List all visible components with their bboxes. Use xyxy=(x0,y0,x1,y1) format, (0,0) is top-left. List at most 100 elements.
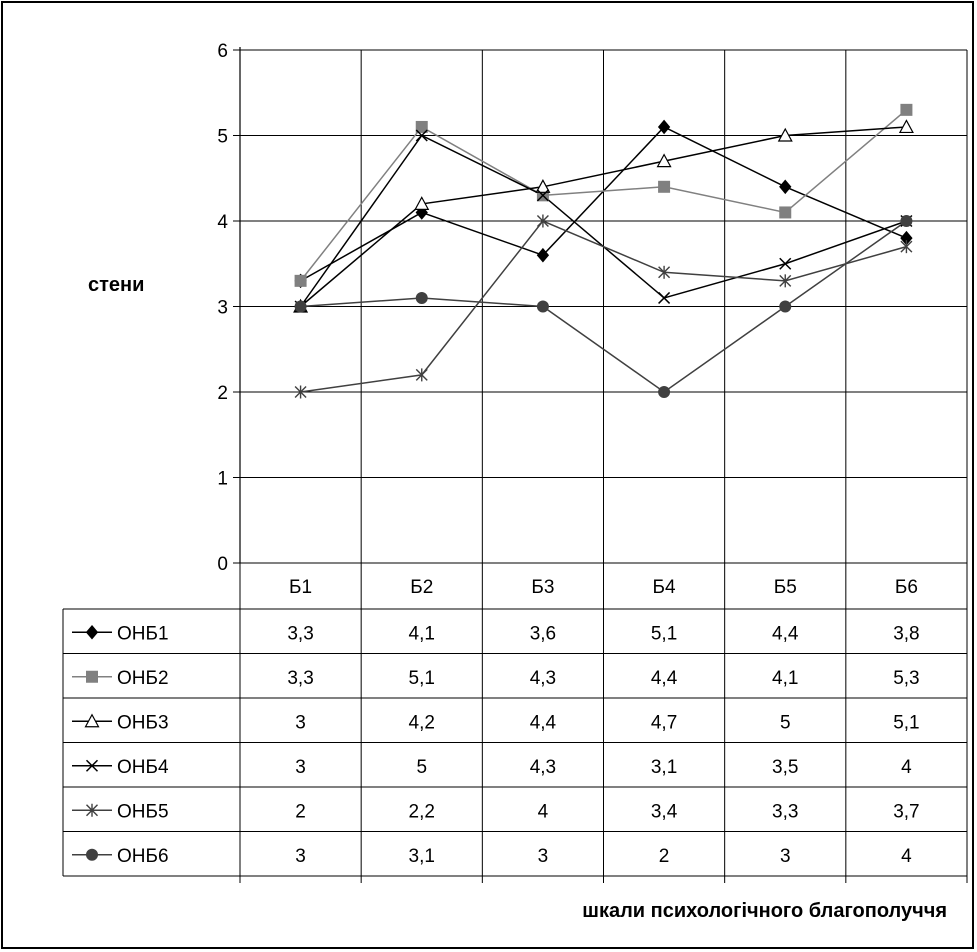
data-label: 3,1 xyxy=(651,757,677,778)
data-label: 3,1 xyxy=(409,846,435,867)
legend-key-marker xyxy=(85,759,99,772)
data-label: 4,1 xyxy=(409,623,435,644)
marker-stroke xyxy=(415,129,428,142)
data-point xyxy=(415,129,428,142)
legend-key xyxy=(72,713,112,728)
data-label: 4,2 xyxy=(409,712,435,733)
data-label: 3,8 xyxy=(893,623,919,644)
category-label: Б5 xyxy=(774,577,797,598)
data-point xyxy=(900,240,913,254)
series-name: ОНБ3 xyxy=(117,712,169,733)
y-tick-label: 5 xyxy=(217,127,228,148)
data-point xyxy=(294,300,307,313)
data-label: 3,6 xyxy=(530,623,556,644)
data-label: 4 xyxy=(538,801,549,822)
y-tick-label: 6 xyxy=(217,41,228,62)
data-point xyxy=(536,300,549,313)
data-point xyxy=(414,196,430,210)
data-point xyxy=(656,153,672,168)
marker-stroke xyxy=(536,189,549,202)
data-point xyxy=(658,386,671,398)
data-label: 2,2 xyxy=(409,801,435,822)
data-point xyxy=(898,119,914,134)
data-point xyxy=(415,291,428,304)
series-line xyxy=(300,220,907,393)
data-point xyxy=(535,179,551,193)
legend-key-marker xyxy=(85,624,99,640)
data-point xyxy=(900,103,913,116)
data-point xyxy=(294,274,307,287)
data-label: 2 xyxy=(295,801,306,822)
data-label: 4,4 xyxy=(651,668,678,689)
data-point xyxy=(536,189,549,202)
category-label: Б3 xyxy=(531,577,554,598)
data-point xyxy=(779,206,792,219)
data-point xyxy=(779,300,792,313)
data-label: 2 xyxy=(659,846,670,867)
data-label: 5,3 xyxy=(893,668,919,689)
marker-stroke xyxy=(85,759,99,772)
series-name: ОНБ1 xyxy=(117,623,169,644)
y-tick-label: 3 xyxy=(217,298,228,319)
data-point xyxy=(658,180,671,193)
legend-key xyxy=(72,624,112,640)
y-tick-label: 1 xyxy=(217,469,228,490)
data-label: 3 xyxy=(780,846,791,867)
data-label: 5 xyxy=(416,757,427,778)
data-label: 3 xyxy=(295,846,306,867)
data-point xyxy=(536,247,550,263)
data-label: 4 xyxy=(901,846,912,867)
series-line xyxy=(299,109,907,282)
data-label: 5,1 xyxy=(651,623,677,644)
data-label: 4,7 xyxy=(651,712,677,733)
data-label: 3,3 xyxy=(772,801,798,822)
data-label: 5,1 xyxy=(409,668,435,689)
series-name: ОНБ6 xyxy=(117,846,169,867)
data-point xyxy=(294,385,307,399)
y-axis-label: стени xyxy=(88,274,145,296)
y-tick-label: 2 xyxy=(217,383,228,404)
series-name: ОНБ4 xyxy=(117,757,169,778)
data-label: 4,3 xyxy=(530,668,556,689)
data-label: 3 xyxy=(538,846,549,867)
legend-key xyxy=(72,759,112,772)
series-name: ОНБ2 xyxy=(117,668,169,689)
data-label: 3,5 xyxy=(772,757,798,778)
data-label: 3,4 xyxy=(651,801,678,822)
series-line xyxy=(300,220,907,393)
data-label: 5,1 xyxy=(893,712,919,733)
data-point xyxy=(779,179,792,195)
data-label: 4,1 xyxy=(772,668,798,689)
data-point xyxy=(779,274,792,288)
series-line xyxy=(300,126,907,308)
legend-key-marker xyxy=(86,803,98,817)
data-point xyxy=(658,291,671,304)
data-point xyxy=(657,119,671,135)
marker-stroke xyxy=(779,257,792,270)
category-label: Б6 xyxy=(895,577,918,598)
data-label: 4 xyxy=(901,757,912,778)
legend-key-marker xyxy=(86,848,98,861)
data-label: 4,4 xyxy=(772,623,799,644)
marker-stroke xyxy=(658,291,671,304)
category-label: Б4 xyxy=(653,577,676,598)
category-label: Б1 xyxy=(289,577,312,598)
legend-key-marker xyxy=(86,670,98,683)
legend-key-marker xyxy=(84,713,100,728)
data-label: 3,7 xyxy=(893,801,919,822)
data-label: 3 xyxy=(295,712,306,733)
data-label: 3 xyxy=(295,757,306,778)
data-point xyxy=(536,214,549,228)
data-label: 4,4 xyxy=(530,712,557,733)
x-axis-label: шкали психологічного благополуччя xyxy=(582,900,947,922)
category-label: Б2 xyxy=(410,577,433,598)
legend-key xyxy=(72,803,112,817)
data-point xyxy=(658,265,671,279)
data-point xyxy=(777,127,793,142)
legend-key xyxy=(72,670,112,683)
data-label: 3,3 xyxy=(287,668,313,689)
data-label: 4,3 xyxy=(530,757,556,778)
data-point xyxy=(779,257,792,270)
